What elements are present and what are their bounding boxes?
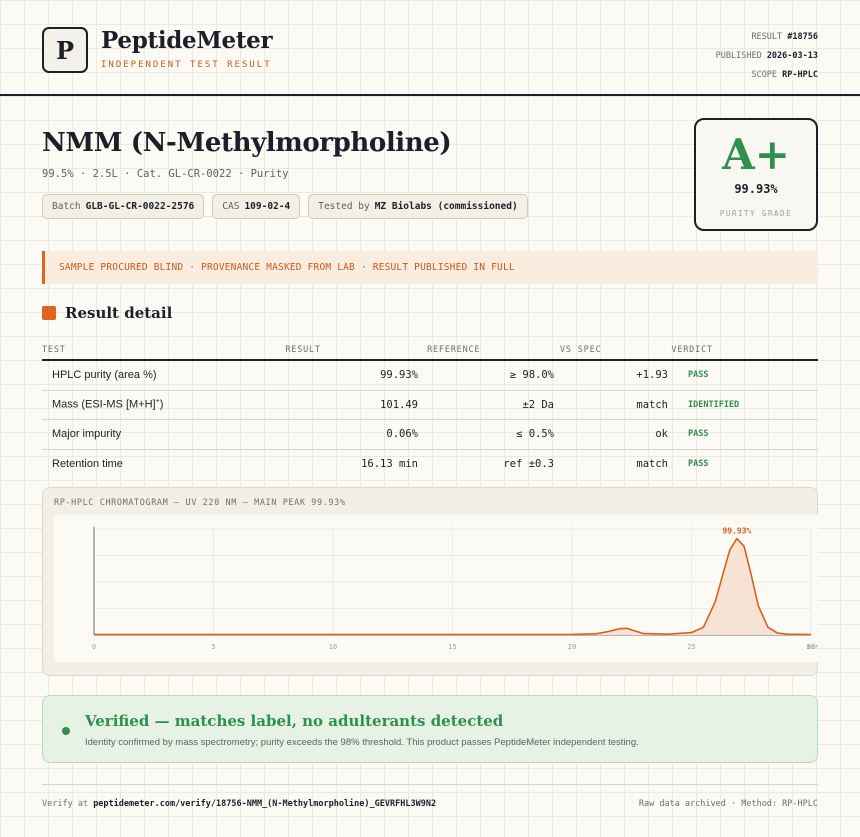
cell-vs-spec: match [636, 458, 668, 471]
meta-scope: SCOPE RP-HPLC [751, 70, 818, 80]
section-title: Result detail [65, 304, 173, 322]
blind-sample-notice: SAMPLE PROCURED BLIND · PROVENANCE MASKE… [42, 251, 818, 284]
cell-test: Major impurity [52, 428, 122, 441]
verified-banner: Verified — matches label, no adulterants… [42, 695, 818, 763]
cell-verdict: PASS [688, 459, 709, 470]
report-meta: RESULT #18756 PUBLISHED 2026-03-13 SCOPE… [716, 28, 818, 85]
cell-test: Mass (ESI-MS [M+H]+) [52, 398, 164, 412]
batch-chip: Batch GLB-GL-CR-0022-2576 [42, 194, 205, 219]
x-unit-label: min [807, 643, 818, 651]
verified-title: Verified — matches label, no adulterants… [85, 712, 504, 730]
cell-reference: ≥ 98.0% [509, 369, 554, 382]
purity-grade-card: A+ 99.93% PURITY GRADE [694, 118, 818, 231]
section-marker-icon [42, 306, 56, 320]
result-detail-heading: Result detail [42, 304, 172, 322]
footer-divider [42, 784, 818, 785]
table-header: TEST RESULT REFERENCE VS SPEC VERDICT [42, 340, 818, 361]
table-row: HPLC purity (area %) 99.93% ≥ 98.0% +1.9… [42, 361, 818, 391]
x-tick-label: 0 [92, 643, 96, 651]
verified-dot-icon [62, 727, 70, 735]
x-tick-label: 10 [329, 643, 337, 651]
x-tick-label: 15 [448, 643, 456, 651]
cell-result: 99.93% [380, 369, 418, 382]
cell-vs-spec: +1.93 [636, 369, 668, 382]
col-test: TEST [42, 344, 66, 355]
cell-test: Retention time [52, 458, 123, 471]
cell-reference: ≤ 0.5% [516, 428, 554, 441]
grade-value: 99.93% [734, 182, 778, 196]
cell-vs-spec: match [636, 398, 668, 411]
col-result: RESULT [285, 344, 321, 355]
brand-logo: P [42, 27, 88, 73]
cell-test: HPLC purity (area %) [52, 369, 157, 382]
x-tick-label: 30 [807, 643, 815, 651]
col-reference: REFERENCE [427, 344, 481, 355]
cell-result: 0.06% [386, 428, 418, 441]
tested-by-chip: Tested by MZ Biolabs (commissioned) [308, 194, 528, 219]
x-tick-label: 25 [687, 643, 695, 651]
grade-letter: A+ [722, 130, 790, 179]
verified-text: Identity confirmed by mass spectrometry;… [85, 737, 639, 748]
peak-label: 99.93% [722, 527, 751, 536]
table-row: Major impurity 0.06% ≤ 0.5% ok PASS [42, 420, 818, 450]
meta-published: PUBLISHED 2026-03-13 [715, 51, 818, 61]
product-title: NMM (N-Methylmorpholine) [42, 128, 452, 158]
cas-chip: CAS 109-02-4 [212, 194, 301, 219]
report-header: P PeptideMeter INDEPENDENT TEST RESULT R… [0, 0, 860, 96]
col-verdict: VERDICT [671, 344, 713, 355]
cell-reference: ±2 Da [522, 398, 554, 411]
footer-archive-note: Raw data archived · Method: RP-HPLC [638, 799, 818, 809]
brand-tagline: INDEPENDENT TEST RESULT [101, 60, 272, 70]
cell-vs-spec: ok [655, 428, 668, 441]
table-row: Mass (ESI-MS [M+H]+) 101.49 ±2 Da match … [42, 391, 818, 420]
grade-label: PURITY GRADE [719, 209, 793, 218]
meta-result: RESULT #18756 [751, 32, 818, 42]
series-area [94, 538, 811, 635]
verify-link[interactable]: peptidemeter.com/verify/18756-NMM_(N-Met… [93, 799, 437, 809]
brand-name: PeptideMeter [101, 27, 273, 54]
x-tick-label: 20 [568, 643, 576, 651]
result-table: TEST RESULT REFERENCE VS SPEC VERDICT HP… [42, 340, 818, 479]
col-vs-spec: VS SPEC [560, 344, 602, 355]
chromatogram-panel: RP-HPLC CHROMATOGRAM — UV 220 NM — MAIN … [42, 487, 819, 676]
chromatogram-plot: 0 5 10 15 20 25 30 min 99.93% [54, 515, 819, 662]
cell-verdict: IDENTIFIED [688, 399, 740, 410]
x-tick-label: 5 [211, 643, 215, 651]
product-subtitle: 99.5% · 2.5L · Cat. GL-CR-0022 · Purity [42, 168, 289, 180]
footer-verify: Verify at peptidemeter.com/verify/18756-… [42, 799, 437, 809]
cell-verdict: PASS [688, 370, 709, 381]
series-line [94, 537, 812, 636]
cell-result: 16.13 min [361, 458, 418, 471]
chromatogram-title: RP-HPLC CHROMATOGRAM — UV 220 NM — MAIN … [54, 498, 346, 508]
table-row: Retention time 16.13 min ref ±0.3 match … [42, 450, 818, 480]
cell-result: 101.49 [380, 398, 418, 411]
cell-verdict: PASS [688, 429, 709, 440]
product-chips: Batch GLB-GL-CR-0022-2576 CAS 109-02-4 Tes… [42, 194, 528, 219]
cell-reference: ref ±0.3 [503, 458, 554, 471]
